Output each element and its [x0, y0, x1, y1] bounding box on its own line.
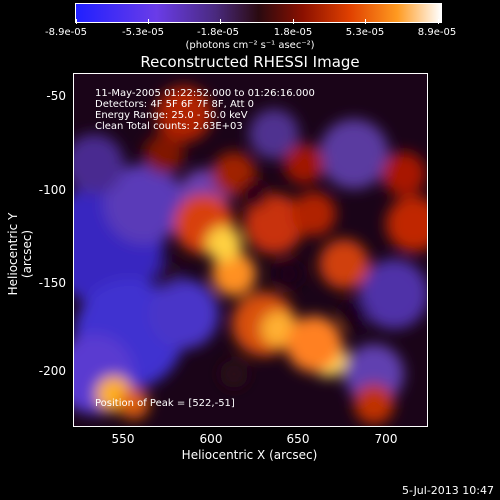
image-blob [386, 196, 427, 252]
colorbar-tick [365, 19, 366, 24]
image-blob [240, 180, 268, 208]
image-blob [206, 226, 242, 262]
image-blob [156, 86, 212, 142]
image-blob [74, 134, 124, 194]
detectors: Detectors: 4F 5F 6F 7F 8F, Att 0 [95, 99, 255, 110]
image-blob [319, 119, 389, 189]
colorbar-label: -1.8e-05 [197, 27, 239, 38]
image-blob [284, 144, 324, 184]
image-blob [382, 152, 426, 196]
timestamp: 5-Jul-2013 10:47 [401, 484, 494, 497]
x-tick-label: 600 [199, 432, 223, 446]
x-tick-label: 650 [286, 432, 310, 446]
energy-range: Energy Range: 25.0 - 50.0 keV [95, 110, 248, 121]
image-blob [275, 260, 303, 288]
image-blob [212, 252, 256, 296]
colorbar-tick [76, 19, 77, 24]
x-axis-label: Heliocentric X (arcsec) [181, 448, 318, 462]
colorbar-label: 5.3e-05 [345, 27, 385, 38]
colorbar-label: 1.8e-05 [273, 27, 313, 38]
y-tick-label: -150 [38, 276, 66, 290]
colorbar-units: (photons cm⁻² s⁻¹ asec⁻²) [185, 40, 315, 51]
colorbar-label: -5.3e-05 [122, 27, 164, 38]
image-plot: 11-May-2005 01:22:52.000 to 01:26:16.000… [73, 73, 428, 427]
image-blob [104, 164, 184, 244]
time-range: 11-May-2005 01:22:52.000 to 01:26:16.000 [95, 88, 315, 99]
y-axis-label: Heliocentric Y (arcsec) [6, 212, 34, 296]
y-tick-label: -200 [38, 364, 66, 378]
colorbar-tick [148, 19, 149, 24]
image-blob [359, 259, 427, 329]
colorbar-label: -8.9e-05 [45, 27, 87, 38]
image-blob [319, 239, 369, 289]
peak-position: Position of Peak = [522,-51] [95, 398, 235, 409]
image-title: Reconstructed RHESSI Image [140, 53, 360, 71]
colorbar [75, 3, 442, 23]
image-blob [220, 360, 248, 388]
image-blob [119, 389, 149, 419]
x-tick-label: 550 [111, 432, 135, 446]
colorbar-label: 8.9e-05 [417, 27, 457, 38]
y-tick-label: -50 [46, 89, 66, 103]
image-blob [249, 109, 299, 159]
image-blob [354, 384, 394, 424]
image-blob [149, 279, 219, 349]
x-tick-label: 700 [374, 432, 398, 446]
colorbar-tick [438, 19, 439, 24]
image-blob [292, 192, 336, 236]
rhessi-image [74, 86, 427, 424]
image-blob [286, 316, 342, 372]
image-blob [344, 344, 404, 404]
image-blob [340, 300, 368, 328]
colorbar-tick [293, 19, 294, 24]
colorbar-tick [220, 19, 221, 24]
image-blob [157, 262, 181, 286]
image-blob [244, 194, 304, 254]
image-blob [144, 134, 184, 174]
clean-counts: Clean Total counts: 2.63E+03 [95, 121, 243, 132]
y-tick-label: -100 [38, 183, 66, 197]
